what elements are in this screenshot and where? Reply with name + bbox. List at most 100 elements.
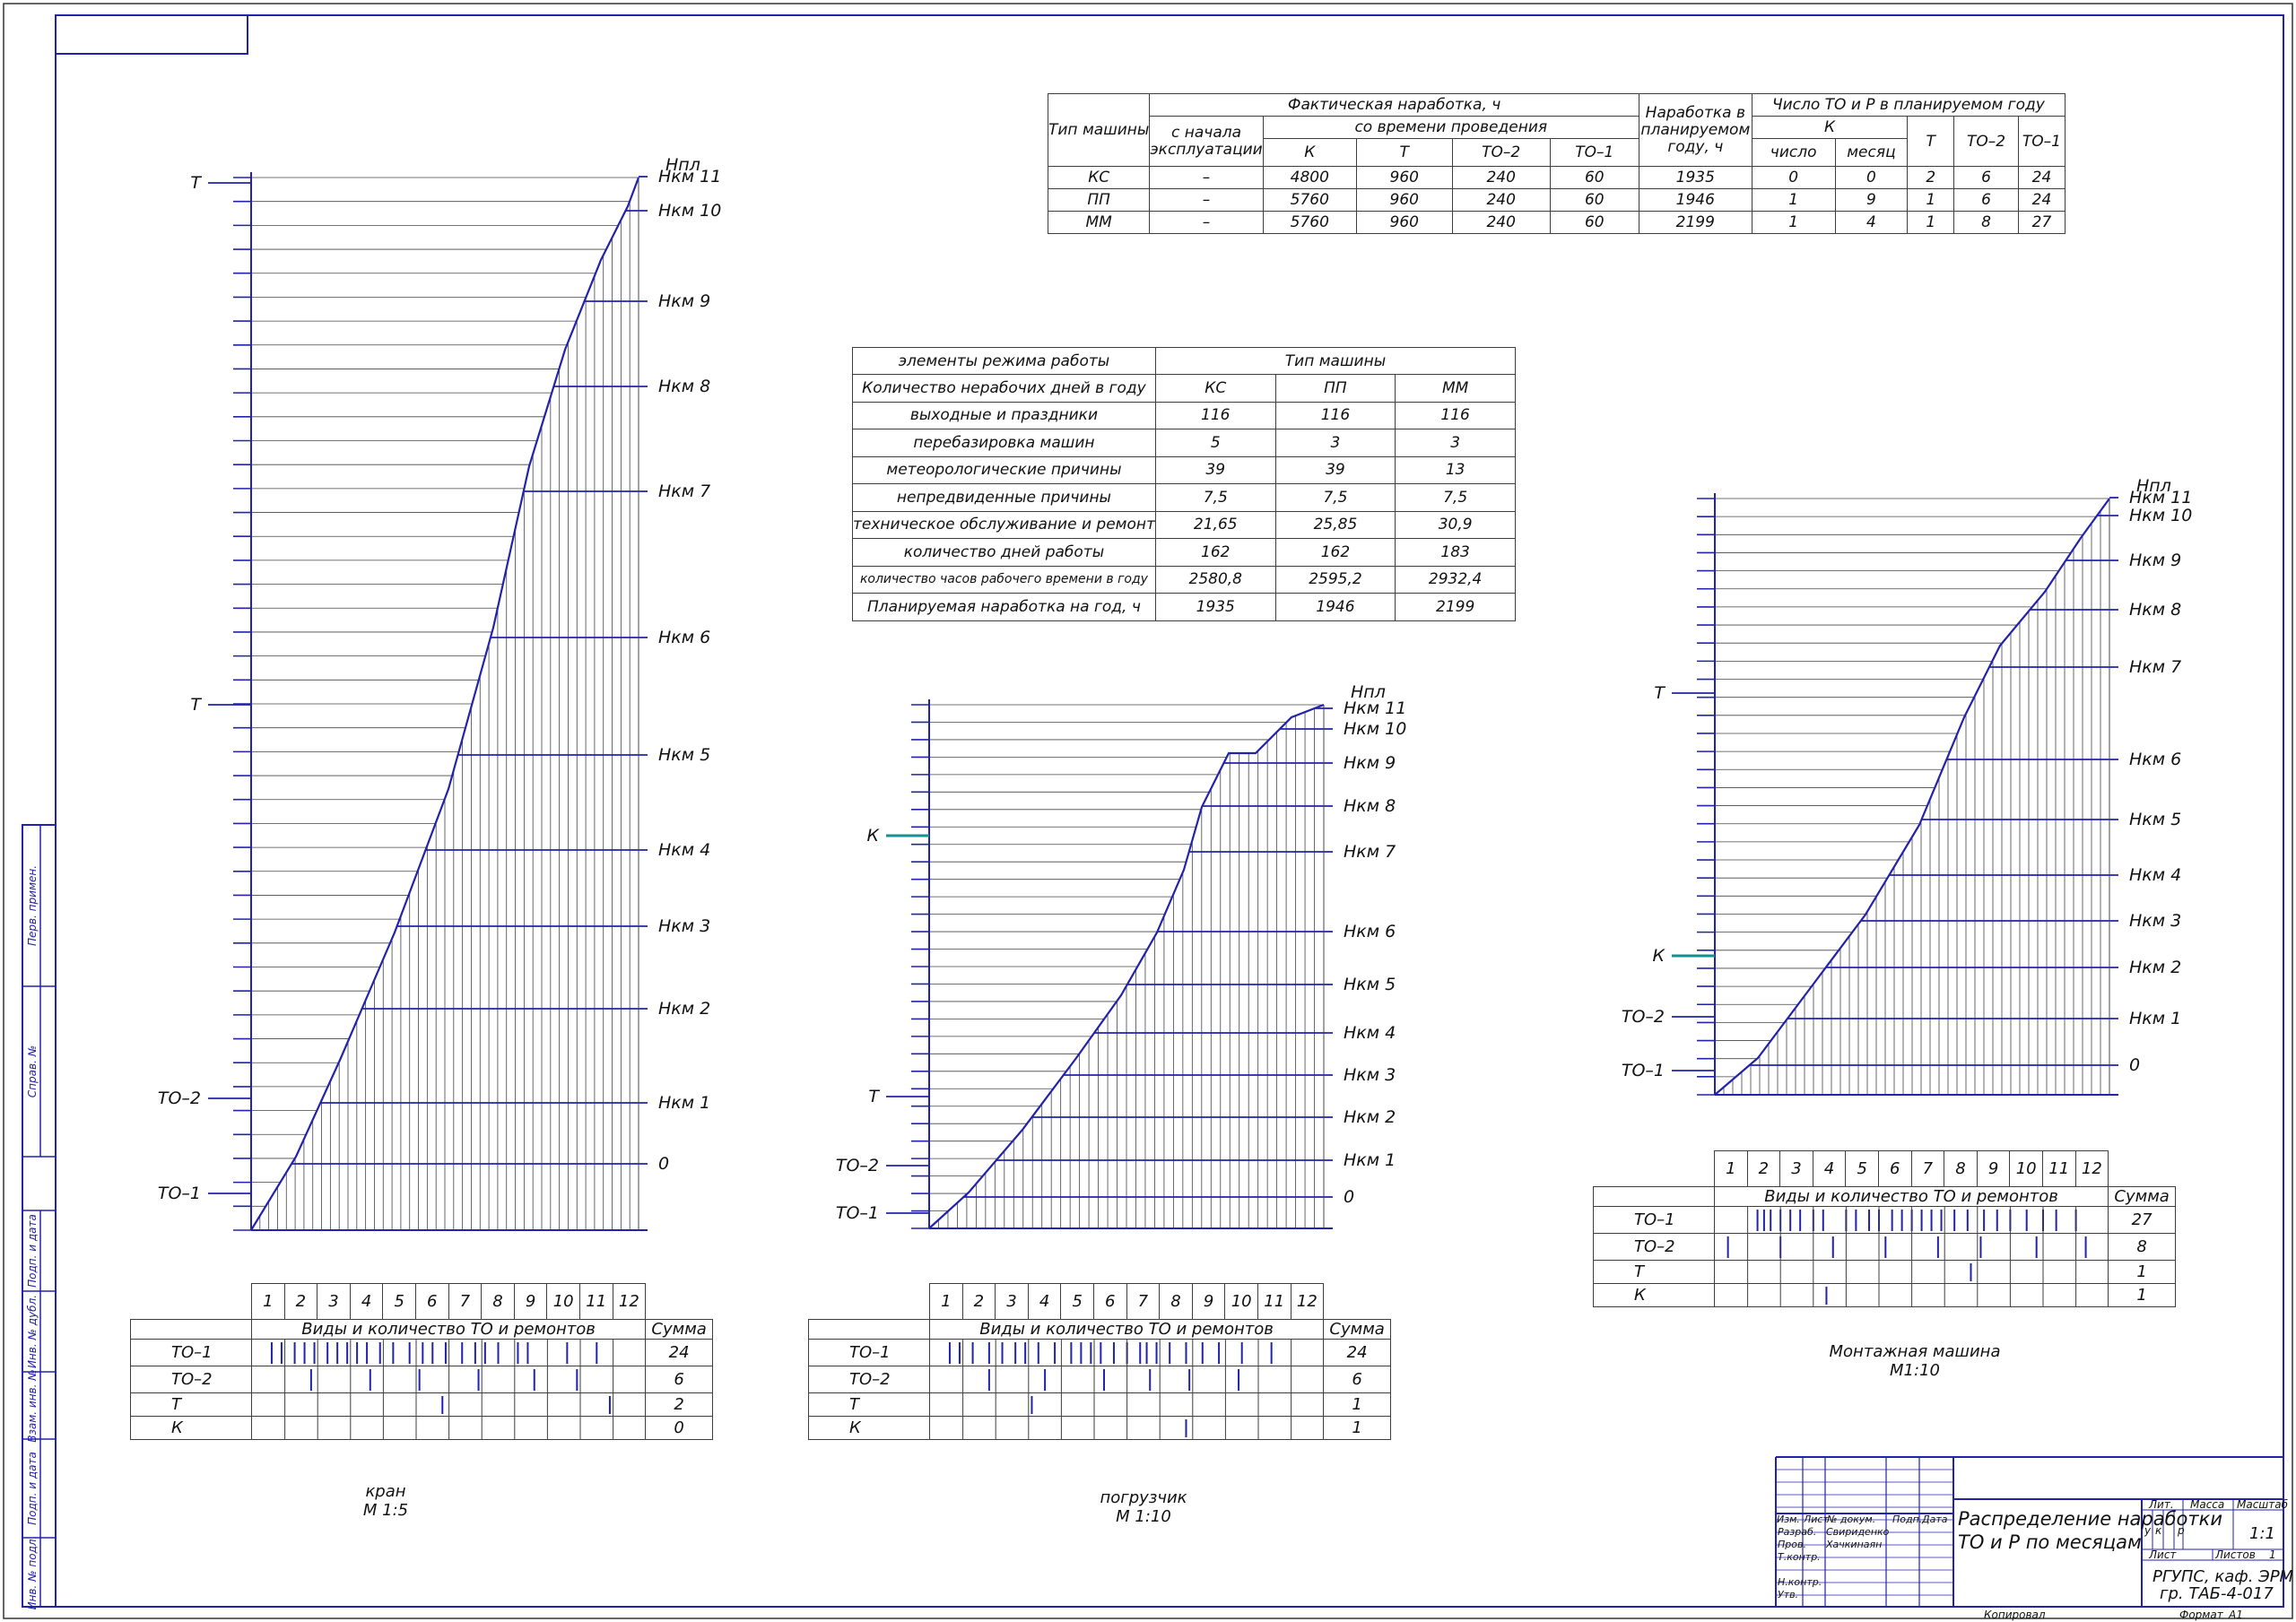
table-row: количество часов рабочего времени в году… — [852, 565, 1516, 594]
col-planned: Наработка в планируемом году, ч — [1638, 93, 1752, 167]
table-cell: КС — [1047, 166, 1151, 189]
tb-role: Пров. — [1778, 1539, 1806, 1550]
caption-crane: кран М 1:5 — [362, 1482, 409, 1520]
table-cell: 1 — [1751, 211, 1836, 234]
row-label: Т — [808, 1392, 930, 1417]
plan-label: Нпл — [1351, 682, 1386, 702]
col-k-count: число — [1751, 138, 1836, 167]
tick-cell — [928, 1366, 1325, 1393]
service-label: Т — [1654, 683, 1665, 703]
service-label: К — [1653, 946, 1666, 966]
table-cell: 60 — [1549, 188, 1639, 212]
month-header: 10 — [546, 1283, 580, 1320]
month-label: Нкм 10 — [2129, 506, 2192, 525]
month-header: 3 — [317, 1283, 351, 1320]
table-row: перебазировка машин 5 3 3 — [852, 429, 1516, 457]
month-label: 0 — [2129, 1055, 2140, 1075]
table-cell: 162 — [1154, 538, 1276, 567]
sum-header: Сумма — [645, 1319, 714, 1340]
service-label: ТО–2 — [836, 1156, 879, 1175]
month-header: 8 — [1159, 1283, 1193, 1320]
plan-label: Нпл — [2136, 476, 2171, 496]
service-label: ТО–1 — [158, 1184, 201, 1203]
month-label: Нкм 1 — [1344, 1150, 1396, 1170]
row-sum: 1 — [1323, 1392, 1392, 1417]
copied-label: Копировал — [1984, 1609, 2046, 1621]
schedule-row: ТО–2 6 — [130, 1366, 714, 1393]
tb-role: Разраб. — [1778, 1526, 1817, 1538]
table-cell: 1 — [1907, 211, 1955, 234]
schedule-header: Виды и количество ТО и ремонтов — [928, 1319, 1325, 1340]
tb-col-label: № докум. — [1827, 1514, 1876, 1525]
month-label: Нкм 11 — [658, 167, 721, 186]
table-row: выходные и праздники 116 116 116 — [852, 401, 1516, 429]
month-header: 5 — [1845, 1150, 1879, 1187]
col-k: К — [1751, 116, 1909, 139]
table-cell: 1946 — [1638, 188, 1752, 212]
margin-label: Подп. и дата — [26, 1452, 39, 1525]
schedule-table: 1 2 3 4 5 6 7 8 9 10 11 12 Виды и количество ТО и ре… — [808, 1283, 1392, 1440]
row-label: ТО–1 — [808, 1339, 930, 1366]
month-label: Нкм 5 — [2129, 810, 2181, 829]
month-label: 0 — [1344, 1187, 1354, 1207]
table-cell: 1935 — [1638, 166, 1752, 189]
month-header: 11 — [2041, 1150, 2076, 1187]
outer-frame — [3, 3, 2293, 1619]
row-sum: 27 — [2108, 1206, 2177, 1234]
row-sum: 6 — [645, 1366, 714, 1393]
schedule-header: Виды и количество ТО и ремонтов — [1713, 1186, 2109, 1207]
letter-u: у — [2144, 1524, 2152, 1537]
month-header: 10 — [2009, 1150, 2043, 1187]
letter-r: р — [2178, 1524, 2185, 1537]
table-cell: – — [1149, 211, 1264, 234]
row-label: ТО–1 — [1593, 1206, 1715, 1234]
col-service: ТО–1 — [1549, 138, 1639, 167]
margin-label: Подп. и дата — [26, 1214, 39, 1288]
table-cell: метеорологические причины — [852, 455, 1156, 484]
month-label: Нкм 9 — [2129, 551, 2181, 570]
letter-k: к — [2155, 1524, 2162, 1537]
month-label: Нкм 3 — [1344, 1065, 1396, 1085]
drawing-title-2: ТО и Р по месяцам — [1958, 1531, 2142, 1553]
chart-loader: 0 Нкм 1 Нкм 2 Нкм 3 Нкм 4 Нкм 5 Нкм 6 Нкм 7 Нкм … — [836, 682, 1406, 1229]
month-header: 7 — [1126, 1283, 1161, 1320]
schedule-table: 1 2 3 4 5 6 7 8 9 10 11 12 Виды и количество ТО и ре… — [1593, 1150, 2177, 1307]
inner-frame — [55, 14, 2284, 1608]
sum-header: Сумма — [1323, 1319, 1392, 1340]
table-cell: – — [1149, 188, 1264, 212]
row-sum: 1 — [2108, 1260, 2177, 1284]
table-cell: 30,9 — [1395, 510, 1516, 539]
sheets-value: 1 — [2269, 1548, 2276, 1561]
table-cell: 2580,8 — [1154, 565, 1276, 594]
table-cell: Планируемая наработка на год, ч — [852, 593, 1156, 621]
table-cell: 116 — [1274, 401, 1396, 429]
col-actual: Фактическая наработка, ч — [1149, 93, 1639, 117]
table-row: Планируемая наработка на год, ч 1935 1946 2… — [852, 593, 1516, 621]
table-cell: 6 — [1953, 188, 2019, 212]
table-cell: ПП — [1047, 188, 1151, 212]
month-label: 0 — [658, 1154, 669, 1174]
table-cell: 116 — [1395, 401, 1516, 429]
month-header: 3 — [1779, 1150, 1813, 1187]
table-cell: КС — [1154, 374, 1276, 403]
row-sum: 6 — [1323, 1366, 1392, 1393]
schedule-row: ТО–1 24 — [808, 1339, 1392, 1366]
table-cell: ММ — [1395, 374, 1516, 403]
month-header: 12 — [2074, 1150, 2109, 1187]
developer-name: Свириденко — [1826, 1526, 1890, 1538]
tick-cell — [1713, 1206, 2109, 1234]
month-header: 5 — [1060, 1283, 1094, 1320]
schedule-row: ТО–1 24 — [130, 1339, 714, 1366]
month-label: Нкм 9 — [658, 291, 710, 311]
tb-col-label: Лист — [1804, 1514, 1829, 1525]
row-label: К — [808, 1416, 930, 1440]
month-label: Нкм 3 — [2129, 911, 2181, 931]
table-cell: 1946 — [1274, 593, 1396, 621]
schedule-row: ТО–1 27 — [1593, 1206, 2177, 1234]
col-service: Т — [1355, 138, 1453, 167]
month-header: 6 — [414, 1283, 449, 1320]
chart-crane: 0 Нкм 1 Нкм 2 Нкм 3 Нкм 4 Нкм 5 Нкм 6 Нкм 7 Нкм … — [158, 155, 721, 1231]
month-label: Нкм 8 — [658, 377, 710, 396]
table-cell: 2932,4 — [1395, 565, 1516, 594]
